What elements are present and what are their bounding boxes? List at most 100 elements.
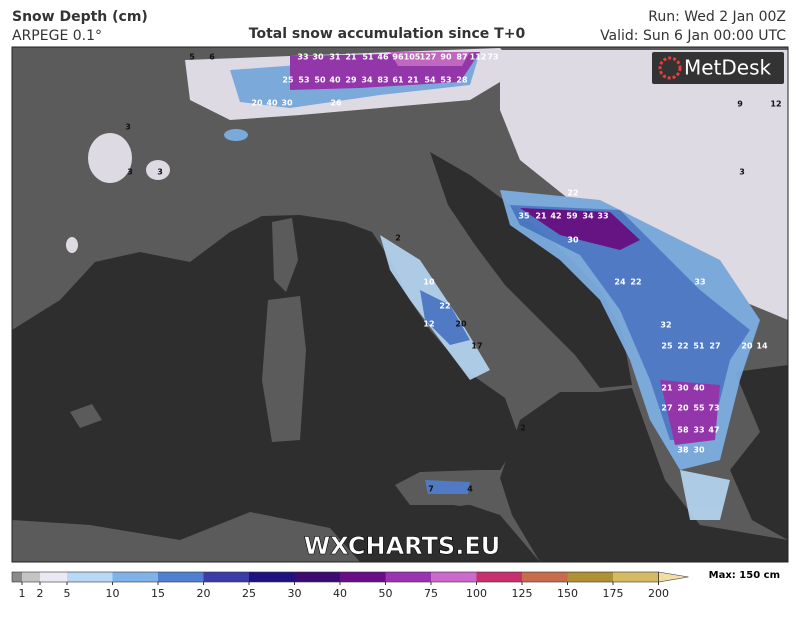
snow-label: 73: [487, 53, 498, 62]
colorbar-label: 10: [106, 587, 120, 600]
colorbar-label: 150: [557, 587, 578, 600]
snow-label: 7: [428, 485, 434, 494]
island: [70, 404, 102, 428]
snow-label: 3: [125, 123, 131, 132]
colorbar-segment: [40, 572, 67, 582]
snow-label: 14: [756, 342, 768, 351]
snow-label: 10: [423, 278, 435, 287]
colorbar-label: 15: [151, 587, 165, 600]
valid: Valid: Sun 6 Jan 00:00 UTC: [600, 28, 786, 44]
sardinia: [262, 296, 306, 442]
snow-label: 30: [677, 384, 689, 393]
snow-label: 4: [467, 485, 473, 494]
snow-label: 21: [535, 212, 547, 221]
snow-label: 2: [520, 424, 526, 433]
colorbar-label: 200: [648, 587, 669, 600]
snow-cover: [66, 48, 788, 520]
snow-label: 30: [312, 53, 324, 62]
snow-label: 31: [329, 53, 341, 62]
snow-label: 2: [395, 234, 401, 243]
colorbar-segment: [67, 572, 113, 582]
snow-label: 25: [661, 342, 673, 351]
colorbar-label: 100: [466, 587, 487, 600]
snow-label: 29: [345, 76, 357, 85]
snow-label: 42: [550, 212, 561, 221]
colorbar-label: 2: [37, 587, 44, 600]
snow-label: 33: [597, 212, 608, 221]
snow-label: 20: [741, 342, 753, 351]
snow-label: 34: [582, 212, 594, 221]
snow-label: 40: [329, 76, 341, 85]
snow-label: 6: [209, 53, 215, 62]
snow-label: 30: [693, 446, 705, 455]
colorbar-segment: [203, 572, 249, 582]
snow-label: 87: [456, 53, 467, 62]
colorbar-segment: [567, 572, 613, 582]
model: ARPEGE 0.1°: [12, 28, 102, 44]
colorbar-frame: [11, 571, 659, 583]
snow-label: 105: [404, 53, 421, 62]
snow-label: 53: [298, 76, 309, 85]
snow-label: 26: [330, 99, 342, 108]
snow-label: 83: [377, 76, 388, 85]
snow-label: 3: [157, 168, 163, 177]
colorbar-label: 20: [197, 587, 211, 600]
snow-label: 51: [693, 342, 705, 351]
snow-label: 21: [661, 384, 673, 393]
snow-label: 22: [630, 278, 641, 287]
snow-label: 33: [297, 53, 308, 62]
title: Snow Depth (cm): [12, 9, 148, 25]
colorbar: 1 2 5 10 15 20 25 30 40 50 75 100 125 150 175 200: [11, 571, 689, 600]
colorbar-segment: [613, 572, 659, 582]
snow-label: 51: [362, 53, 374, 62]
snow-label: 30: [567, 236, 579, 245]
africa: [12, 512, 360, 562]
snow-label: 33: [694, 278, 705, 287]
snow-label: 33: [693, 426, 704, 435]
snow-label: 61: [392, 76, 404, 85]
colorbar-label: 25: [242, 587, 256, 600]
snow-label: 55: [693, 404, 705, 413]
watermark: WXCHARTS.EU: [304, 532, 500, 560]
colorbar-segment: [340, 572, 386, 582]
logo-text: MetDesk: [684, 56, 772, 80]
snow-label: 22: [439, 302, 450, 311]
colorbar-segment: [385, 572, 431, 582]
snow-label: 38: [677, 446, 689, 455]
snow-label: 3: [127, 168, 133, 177]
snow-label: 73: [708, 404, 719, 413]
snow-label: 9: [737, 100, 743, 109]
map-frame: [11, 46, 789, 563]
snow-label: 27: [661, 404, 672, 413]
snow-label: 40: [266, 99, 278, 108]
logo: MetDesk: [652, 52, 784, 84]
snow-label: 112: [470, 53, 487, 62]
snow-label: 27: [709, 342, 720, 351]
snow-label: 59: [566, 212, 578, 221]
colorbar-segment: [22, 572, 40, 582]
snow-label: 96: [392, 53, 404, 62]
max-label: Max: 150 cm: [709, 570, 780, 581]
snow-label: 35: [518, 212, 530, 221]
snow-label: 53: [440, 76, 451, 85]
snow-label: 54: [424, 76, 436, 85]
subtitle: Total snow accumulation since T+0: [249, 26, 526, 42]
snow-label: 34: [361, 76, 373, 85]
sea: [730, 365, 788, 540]
colorbar-label: 30: [288, 587, 302, 600]
snow-label: 50: [314, 76, 326, 85]
colorbar-segment: [112, 572, 158, 582]
snow-label: 20: [251, 99, 263, 108]
colorbar-segment: [249, 572, 295, 582]
colorbar-label: 1: [19, 587, 26, 600]
snow-label: 21: [345, 53, 357, 62]
colorbar-label: 125: [512, 587, 533, 600]
snow-label: 22: [567, 189, 578, 198]
corsica: [272, 218, 298, 292]
colorbar-label: 40: [333, 587, 347, 600]
run: Run: Wed 2 Jan 00Z: [648, 9, 786, 25]
